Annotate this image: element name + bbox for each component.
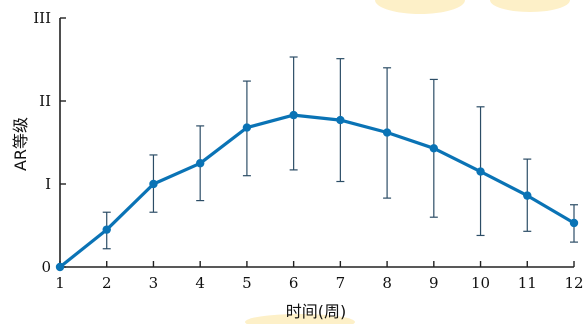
- x-tick-label: 3: [149, 274, 159, 292]
- data-point: [382, 128, 392, 137]
- x-tick-label: 9: [429, 274, 439, 292]
- y-tick-label: I: [45, 175, 51, 193]
- x-tick-label: 1: [55, 274, 65, 292]
- x-tick-label: 5: [242, 274, 252, 292]
- y-tick-label: III: [33, 9, 51, 27]
- data-point: [569, 218, 579, 228]
- x-tick-label: 6: [289, 274, 299, 292]
- x-tick-label: 12: [564, 274, 583, 292]
- x-tick-label: 4: [195, 274, 205, 292]
- y-tick-label: II: [39, 92, 51, 110]
- data-point: [195, 159, 205, 168]
- data-point: [149, 179, 158, 189]
- data-points: [55, 110, 579, 272]
- series-lines: [58, 113, 576, 269]
- data-point: [429, 144, 439, 153]
- error-bars: [102, 56, 578, 250]
- axes: [59, 17, 575, 268]
- data-point: [523, 191, 532, 200]
- y-axis-title: AR等级: [11, 117, 30, 171]
- x-tick-label: 8: [382, 274, 392, 292]
- x-axis-title: 时间(周): [286, 302, 347, 321]
- background-decoration: [245, 0, 570, 324]
- data-point: [289, 110, 298, 120]
- x-tick-label: 2: [102, 274, 112, 292]
- y-tick-label: 0: [41, 258, 51, 276]
- data-point: [336, 115, 345, 125]
- x-tick-label: 7: [336, 274, 346, 292]
- data-point: [55, 262, 65, 272]
- x-tick-label: 11: [518, 274, 537, 292]
- series-line: [58, 113, 576, 269]
- x-tick-label: 10: [471, 274, 490, 292]
- data-point: [102, 225, 111, 234]
- data-point: [476, 167, 485, 176]
- data-point: [242, 123, 252, 132]
